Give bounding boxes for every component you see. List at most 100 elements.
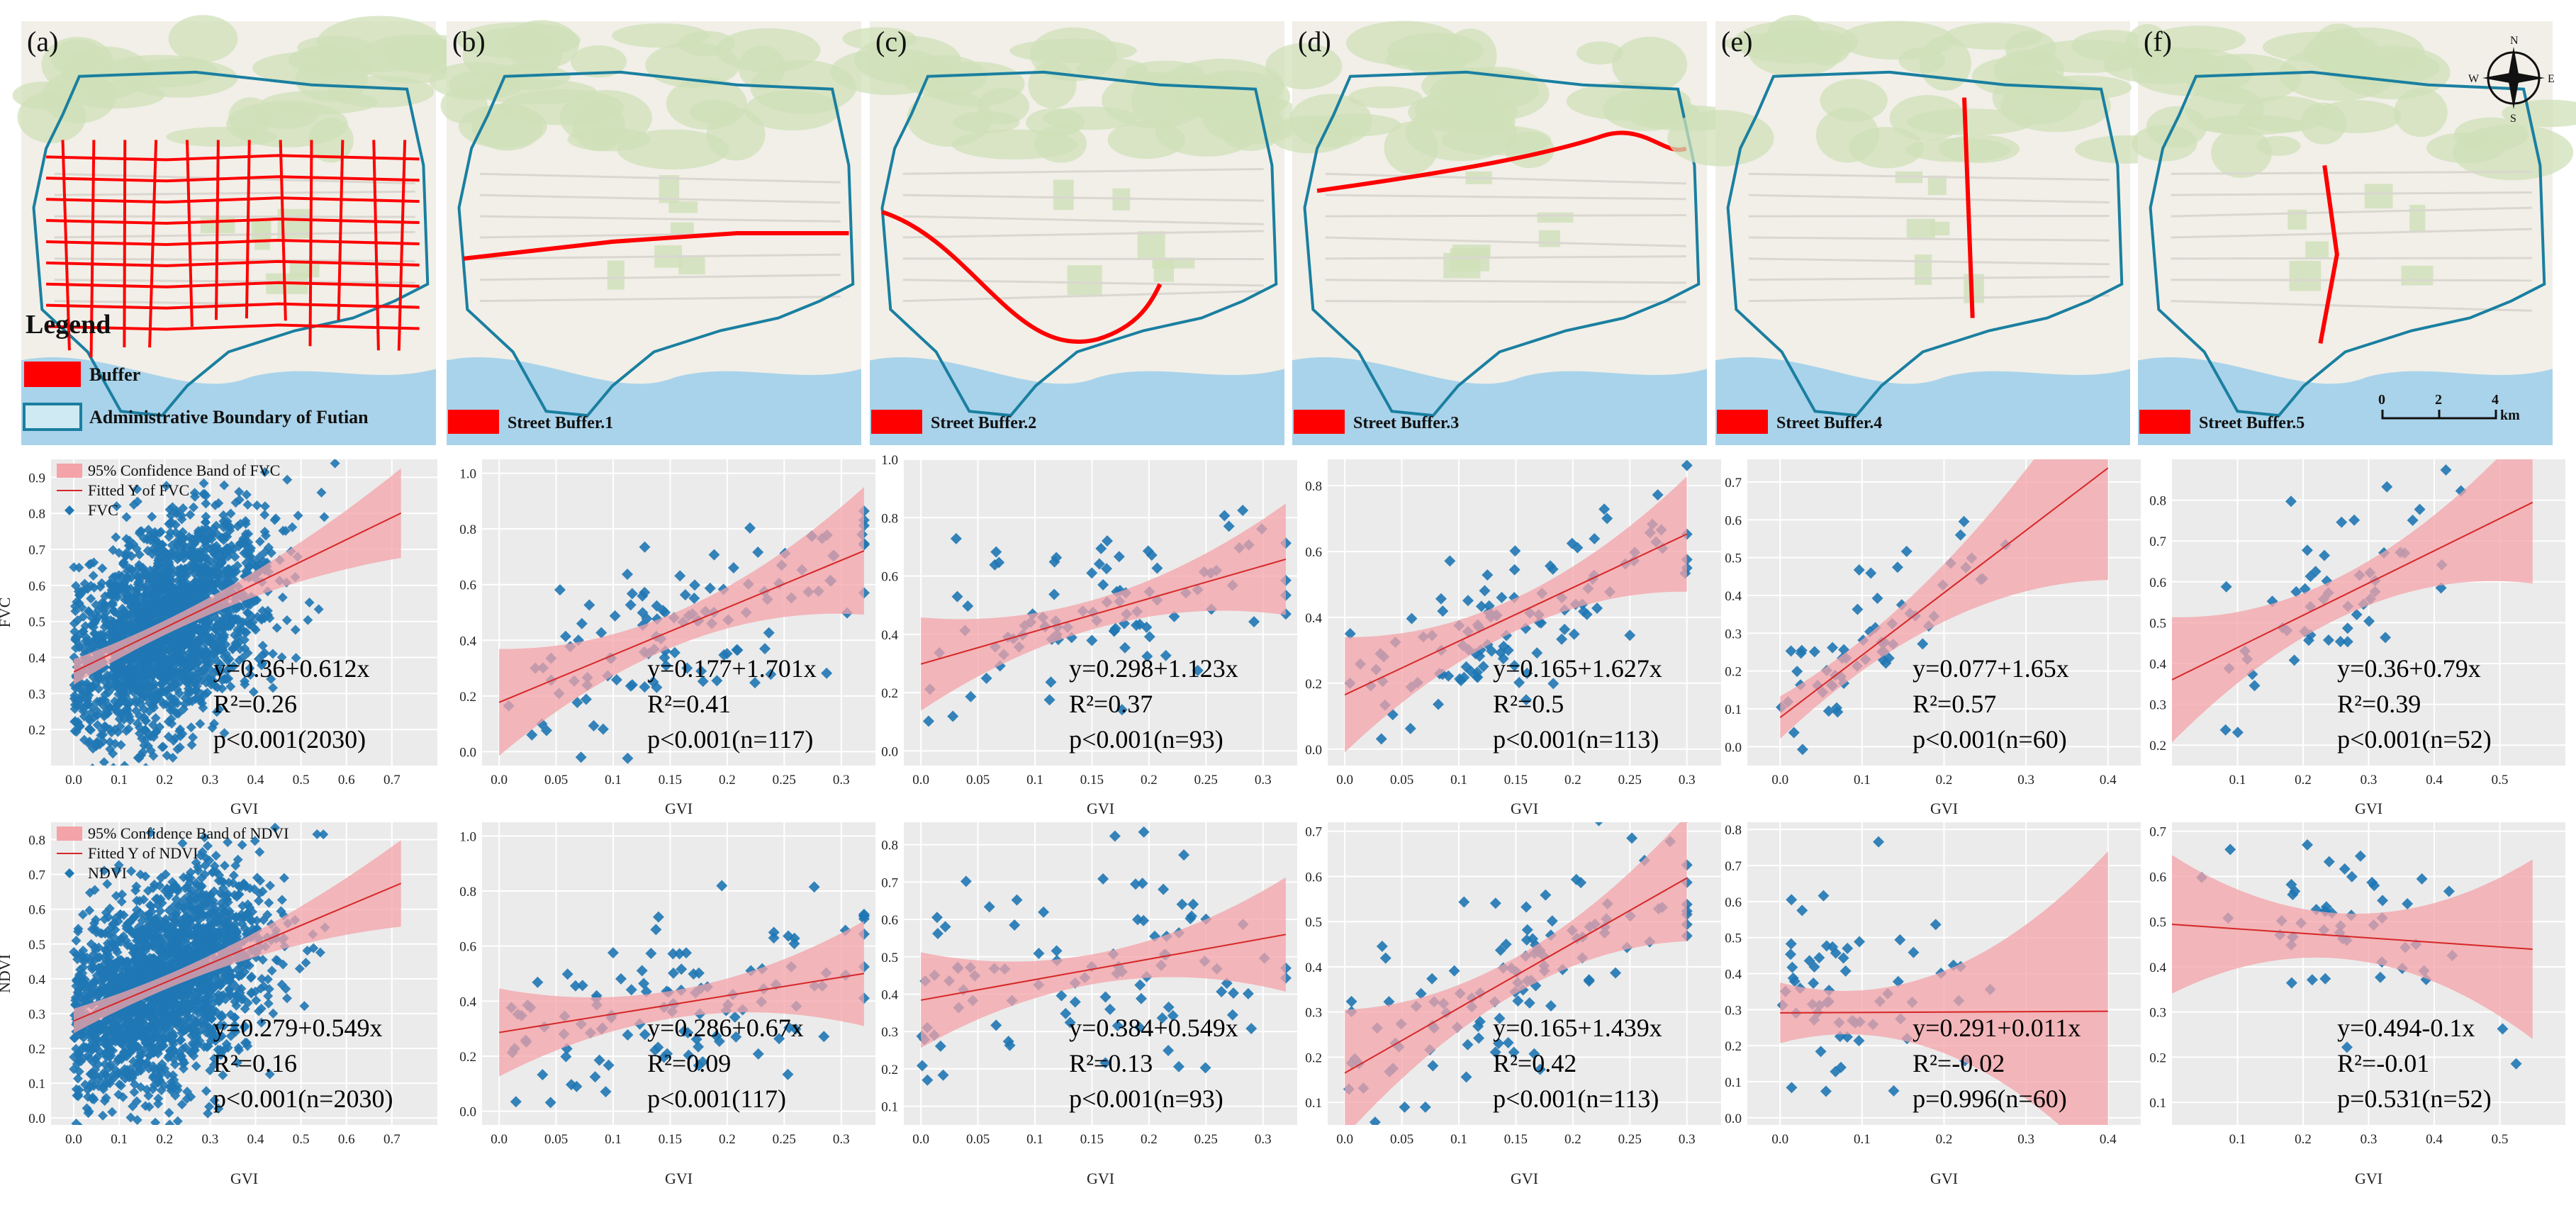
data-point	[242, 499, 253, 510]
data-point	[172, 508, 182, 519]
data-point	[571, 697, 583, 709]
data-point	[1113, 551, 1125, 563]
data-point	[187, 1013, 198, 1024]
data-point	[150, 1014, 161, 1024]
data-point	[2220, 581, 2232, 593]
data-point	[1460, 661, 1472, 673]
data-point	[1093, 558, 1105, 570]
boundary-legend-swatch	[23, 403, 82, 431]
y-tick-label: 0.6	[2149, 576, 2166, 590]
data-point	[179, 533, 189, 544]
data-point	[228, 568, 239, 578]
data-point	[79, 1041, 89, 1052]
boundary-legend-label: Administrative Boundary of Futian	[89, 407, 369, 427]
data-point	[177, 671, 187, 682]
data-point	[250, 836, 260, 846]
data-point	[1556, 633, 1568, 645]
data-point	[181, 542, 191, 553]
data-point	[1223, 520, 1235, 532]
map-road	[479, 215, 841, 223]
data-point	[259, 466, 270, 477]
map-road	[2171, 191, 2532, 196]
data-point	[639, 681, 651, 693]
data-point	[186, 979, 197, 990]
data-point	[119, 578, 130, 588]
data-point	[177, 1099, 187, 1110]
regression-equation: y=0.298+1.123x	[1069, 654, 1238, 683]
data-point	[233, 854, 243, 865]
data-point	[111, 944, 121, 955]
data-point	[182, 914, 193, 925]
map-green-area	[1898, 47, 1945, 74]
data-point	[1545, 560, 1557, 572]
data-point	[218, 632, 229, 643]
data-point	[1785, 645, 1797, 657]
y-tick-label: 1.0	[459, 467, 476, 482]
data-point	[184, 990, 195, 1000]
data-point	[263, 998, 274, 1009]
data-point	[131, 965, 142, 976]
x-tick-label: 0.2	[1564, 773, 1581, 788]
data-point	[71, 727, 82, 737]
data-point	[88, 571, 99, 581]
map-green-area	[1577, 41, 1623, 65]
data-point	[244, 960, 254, 971]
map-road	[1325, 172, 1686, 185]
fitted-line	[1779, 467, 2109, 719]
data-point	[1455, 675, 1467, 687]
data-point	[72, 1073, 83, 1084]
data-point	[166, 714, 177, 724]
data-point	[86, 581, 96, 591]
data-point	[1482, 569, 1494, 581]
data-point	[201, 565, 212, 576]
data-point	[93, 673, 103, 684]
x-tick-label: 0.0	[65, 773, 82, 788]
data-point	[99, 598, 110, 609]
data-point	[312, 829, 323, 839]
map-water	[21, 357, 436, 445]
data-point	[179, 1058, 190, 1068]
data-point	[765, 668, 777, 680]
y-tick-label: 0.4	[28, 973, 45, 987]
data-point	[113, 727, 123, 737]
data-point	[191, 532, 202, 543]
y-tick-label: 0.6	[1305, 545, 1322, 560]
data-point	[153, 670, 164, 680]
data-point	[118, 588, 129, 598]
data-point	[172, 936, 183, 947]
data-point	[280, 525, 291, 536]
data-point	[103, 672, 114, 683]
scatter-chart-fvc-4: 0.0 0.05 0.1 0.15 0.2 0.25 0.30.00.20.40.60.8G…	[1305, 459, 1721, 817]
y-tick-label: 0.6	[1725, 513, 1742, 528]
data-point	[228, 878, 238, 888]
data-point	[100, 1017, 111, 1028]
legend-band-swatch	[57, 464, 82, 478]
data-point	[588, 719, 600, 732]
data-point	[178, 1023, 189, 1033]
map-green-area	[854, 35, 961, 84]
data-point	[1852, 603, 1864, 615]
map-park	[1537, 212, 1574, 223]
x-tick-label: 0.1	[1450, 773, 1467, 788]
data-point	[69, 1033, 79, 1043]
y-tick-label: 0.2	[459, 690, 476, 705]
map-road	[1748, 172, 2110, 181]
buffer-network-line	[186, 140, 194, 327]
data-point	[223, 520, 234, 531]
x-tick-label: 0.4	[247, 1132, 264, 1147]
data-point	[1143, 631, 1155, 643]
data-point	[254, 537, 265, 547]
data-point	[1101, 563, 1113, 575]
y-tick-label: 0.4	[459, 634, 476, 649]
p-value: p<0.001(n=117)	[647, 725, 813, 754]
data-point	[92, 719, 103, 730]
map-green-area	[744, 90, 840, 130]
data-point	[212, 555, 223, 566]
data-point	[554, 584, 566, 596]
y-tick-label: 0.5	[28, 615, 45, 630]
data-point	[122, 566, 133, 576]
compass-n: N	[2510, 35, 2519, 47]
x-tick-label: 0.1	[1026, 773, 1043, 788]
data-point	[1097, 578, 1109, 590]
data-point	[200, 980, 211, 991]
